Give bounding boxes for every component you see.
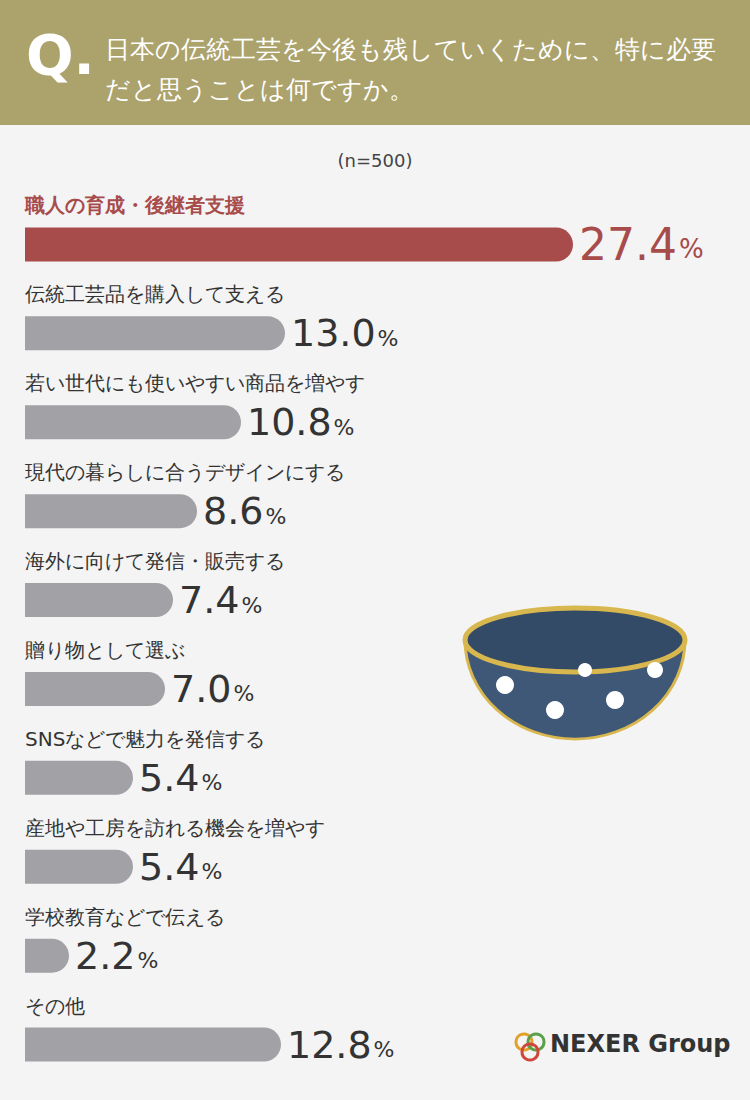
svg-text:Q.: Q. <box>26 22 95 87</box>
svg-text:%: % <box>233 681 254 706</box>
svg-text:(n=500): (n=500) <box>338 150 413 171</box>
svg-text:5.4: 5.4 <box>139 845 199 889</box>
svg-text:8.6: 8.6 <box>203 489 263 533</box>
svg-text:27.4: 27.4 <box>579 219 677 270</box>
svg-text:伝統工芸品を購入して支える: 伝統工芸品を購入して支える <box>25 282 285 306</box>
svg-text:%: % <box>374 1037 395 1062</box>
svg-text:%: % <box>679 234 704 264</box>
svg-text:その他: その他 <box>25 994 85 1018</box>
svg-text:海外に向けて発信・販売する: 海外に向けて発信・販売する <box>25 549 285 573</box>
svg-text:%: % <box>201 859 222 884</box>
svg-text:10.8: 10.8 <box>247 400 332 444</box>
svg-text:7.0: 7.0 <box>171 667 231 711</box>
svg-text:だと思うことは何ですか。: だと思うことは何ですか。 <box>105 75 414 104</box>
svg-text:%: % <box>265 504 286 529</box>
svg-text:7.4: 7.4 <box>179 578 239 622</box>
svg-text:NEXER Group: NEXER Group <box>550 1030 731 1058</box>
svg-text:贈り物として選ぶ: 贈り物として選ぶ <box>25 638 185 662</box>
svg-text:%: % <box>137 948 158 973</box>
svg-text:学校教育などで伝える: 学校教育などで伝える <box>25 905 225 929</box>
svg-text:職人の育成・後継者支援: 職人の育成・後継者支援 <box>24 193 245 217</box>
svg-text:%: % <box>201 770 222 795</box>
svg-text:%: % <box>334 415 355 440</box>
svg-text:日本の伝統工芸を今後も残していくために、特に必要: 日本の伝統工芸を今後も残していくために、特に必要 <box>105 35 716 64</box>
svg-text:13.0: 13.0 <box>291 311 376 355</box>
svg-text:現代の暮らしに合うデザインにする: 現代の暮らしに合うデザインにする <box>25 460 345 484</box>
svg-text:産地や工房を訪れる機会を増やす: 産地や工房を訪れる機会を増やす <box>25 816 325 840</box>
svg-text:若い世代にも使いやすい商品を増やす: 若い世代にも使いやすい商品を増やす <box>25 371 365 395</box>
svg-text:SNSなどで魅力を発信する: SNSなどで魅力を発信する <box>25 727 265 751</box>
svg-text:%: % <box>378 326 399 351</box>
svg-text:%: % <box>241 593 262 618</box>
svg-text:2.2: 2.2 <box>75 934 135 978</box>
svg-text:12.8: 12.8 <box>287 1023 372 1067</box>
svg-text:5.4: 5.4 <box>139 756 199 800</box>
